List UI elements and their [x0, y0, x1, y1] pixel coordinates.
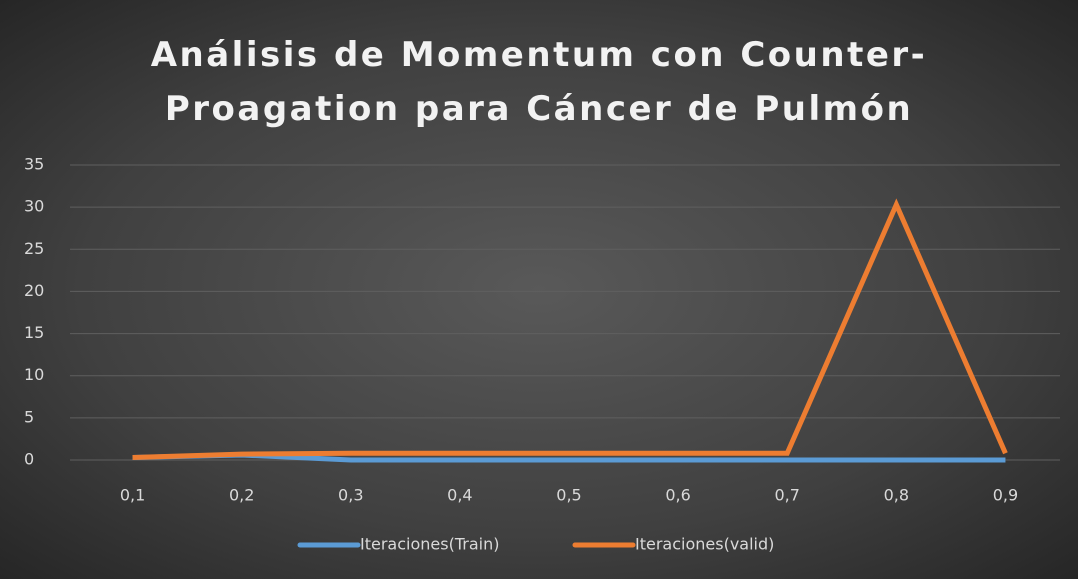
y-tick-label: 15	[24, 323, 44, 342]
legend-label: Iteraciones(valid)	[635, 535, 774, 554]
x-tick-label: 0,9	[993, 486, 1018, 505]
y-tick-label: 25	[24, 239, 44, 258]
x-tick-label: 0,5	[556, 486, 581, 505]
legend-label: Iteraciones(Train)	[360, 535, 499, 554]
x-tick-label: 0,3	[338, 486, 363, 505]
chart-title: Análisis de Momentum con Counter-Proagat…	[150, 35, 928, 129]
x-tick-label: 0,8	[884, 486, 909, 505]
x-tick-label: 0,7	[774, 486, 799, 505]
y-tick-label: 5	[24, 407, 34, 426]
series-line	[132, 452, 1006, 463]
y-tick-label: 10	[24, 365, 44, 384]
x-tick-label: 0,6	[665, 486, 690, 505]
series-line	[132, 198, 1008, 460]
x-tick-label: 0,4	[447, 486, 472, 505]
y-tick-label: 20	[24, 281, 44, 300]
y-tick-label: 0	[24, 450, 34, 469]
y-tick-label: 35	[24, 155, 44, 174]
y-tick-label: 30	[24, 197, 44, 216]
x-tick-label: 0,2	[229, 486, 254, 505]
x-tick-label: 0,1	[120, 486, 145, 505]
